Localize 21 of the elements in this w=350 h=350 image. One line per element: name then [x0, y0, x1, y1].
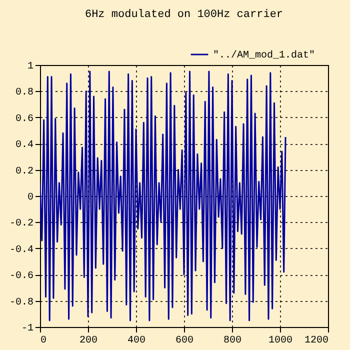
x-tick-label: 200: [79, 336, 98, 346]
x-tick-label: 0: [40, 336, 47, 346]
chart-title: 6Hz modulated on 100Hz carrier: [84, 9, 284, 21]
y-tick-label: -0.4: [9, 244, 34, 256]
y-tick-label: -1: [21, 324, 34, 334]
y-tick-label: -0.2: [9, 218, 34, 230]
x-tick-label: 1200: [304, 336, 328, 346]
y-tick-label: 0.2: [15, 166, 34, 178]
y-tick-label: 0.4: [15, 140, 34, 152]
y-tick-label: 0.6: [15, 114, 34, 125]
y-tick-label: 1: [27, 62, 34, 72]
legend-label: "../AM_mod_1.dat": [213, 50, 316, 62]
line-series: [40, 70, 286, 322]
y-tick-label: 0.8: [15, 88, 34, 99]
y-tick-label: 0: [27, 192, 34, 204]
y-tick-label: -0.6: [9, 271, 34, 282]
x-tick-label: 400: [127, 336, 146, 346]
y-tick-label: -0.8: [9, 297, 34, 308]
x-tick-label: 800: [223, 336, 242, 346]
x-tick-label: 600: [175, 336, 194, 346]
x-tick-label: 1000: [268, 336, 293, 346]
